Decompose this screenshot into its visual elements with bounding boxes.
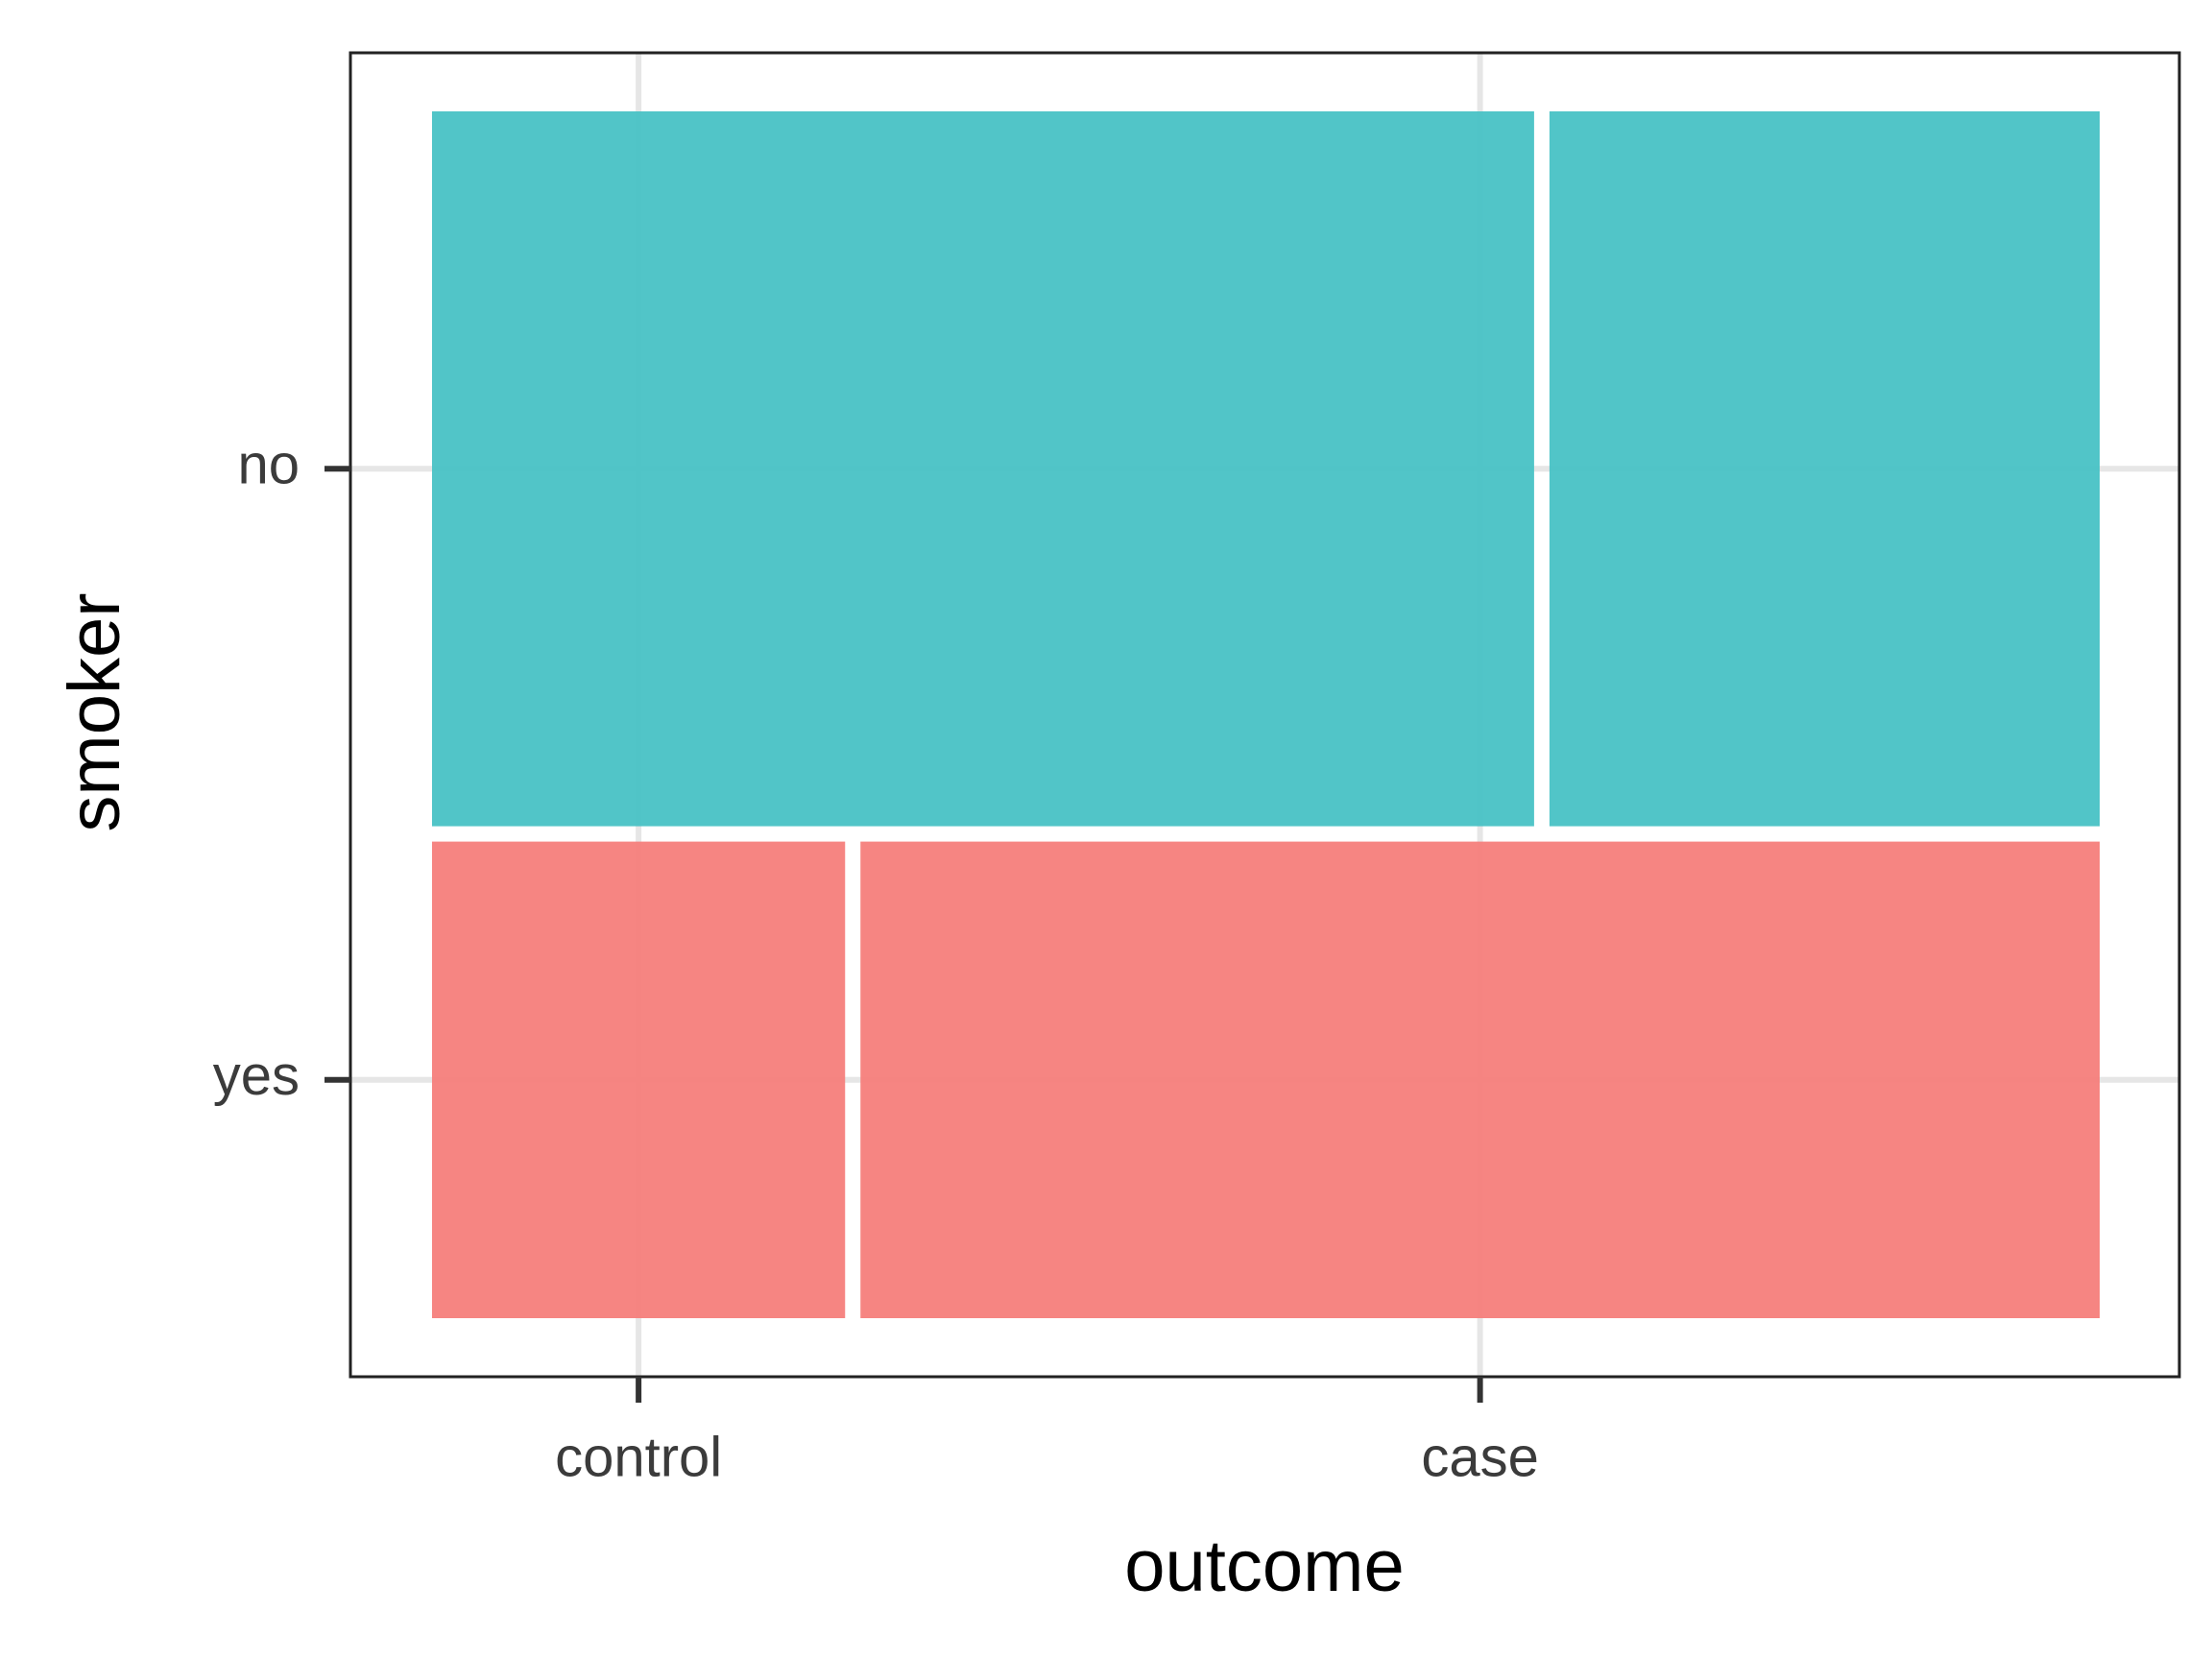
panel-border (349, 51, 2181, 1379)
y-tick-label: yes (213, 1045, 300, 1107)
x-tick-label: case (1421, 1426, 1539, 1488)
x-tick-label: control (555, 1426, 722, 1488)
mosaic-tile (860, 841, 2100, 1318)
mosaic-tile (432, 111, 1534, 827)
plot-area (432, 111, 2100, 1318)
y-tick-label: no (237, 434, 300, 496)
y-axis-title: smoker (54, 592, 135, 831)
axes: yes control case no (213, 434, 1539, 1489)
x-axis-title: outcome (1124, 1526, 1405, 1607)
mosaic-tile (1549, 111, 2100, 827)
mosaic-tile (432, 841, 846, 1318)
